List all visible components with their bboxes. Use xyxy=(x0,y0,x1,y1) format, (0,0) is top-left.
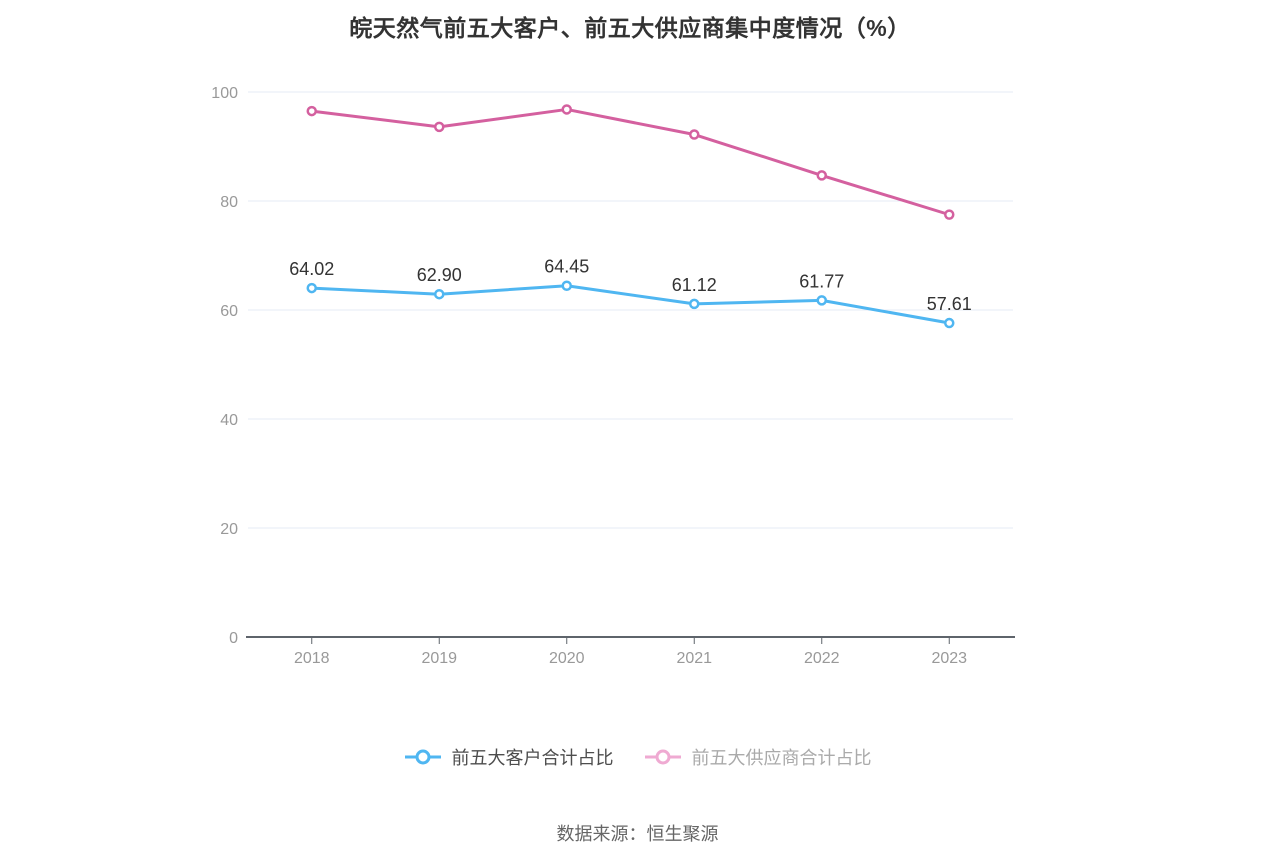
line-circle-icon xyxy=(644,749,681,765)
data-point-marker xyxy=(561,280,572,291)
data-point-marker xyxy=(561,104,572,115)
data-point-marker xyxy=(944,209,955,220)
y-axis-tick-label: 20 xyxy=(220,521,238,538)
data-point-marker xyxy=(944,317,955,329)
x-axis-tick-label: 2023 xyxy=(931,650,967,667)
data-point-marker xyxy=(306,105,317,117)
x-axis-tick-label: 2019 xyxy=(421,650,457,667)
legend-label-customers: 前五大客户合计占比 xyxy=(451,748,614,768)
y-axis-tick-label: 0 xyxy=(229,630,238,647)
data-point-label: 64.02 xyxy=(289,259,334,279)
data-point-marker xyxy=(816,295,827,306)
data-point-label: 64.45 xyxy=(544,257,589,277)
y-axis-tick-label: 40 xyxy=(220,412,238,429)
data-point-marker xyxy=(816,170,827,181)
data-point-marker xyxy=(434,288,445,300)
x-axis-tick-label: 2020 xyxy=(549,650,585,667)
data-point-marker xyxy=(689,129,700,140)
data-source-note: 数据来源：恒生聚源 xyxy=(556,824,719,844)
data-point-label: 61.12 xyxy=(672,275,717,295)
data-point-marker xyxy=(306,282,317,294)
line-circle-icon xyxy=(404,749,441,765)
data-point-marker xyxy=(689,298,700,310)
y-axis-tick-label: 60 xyxy=(220,303,238,320)
series-line xyxy=(310,107,951,217)
data-point-label: 62.90 xyxy=(417,265,462,285)
y-axis-tick-label: 100 xyxy=(211,85,238,102)
x-axis-tick-label: 2021 xyxy=(676,650,712,667)
data-point-marker xyxy=(434,121,445,133)
x-axis-tick-label: 2022 xyxy=(804,650,840,667)
series-line xyxy=(310,284,951,325)
x-axis-tick-label: 2018 xyxy=(294,650,330,667)
y-axis-tick-label: 80 xyxy=(220,194,238,211)
chart-legend: 前五大客户合计占比 前五大供应商合计占比 xyxy=(0,744,1275,770)
legend-item-customers[interactable]: 前五大客户合计占比 xyxy=(404,744,614,770)
chart-title: 皖天然气前五大客户、前五大供应商集中度情况（%） xyxy=(349,15,911,41)
legend-label-suppliers: 前五大供应商合计占比 xyxy=(691,748,872,768)
data-point-label: 57.61 xyxy=(927,294,972,314)
data-point-label: 61.77 xyxy=(799,271,844,291)
legend-item-suppliers[interactable]: 前五大供应商合计占比 xyxy=(644,744,872,770)
line-chart-canvas: 0 20 40 60 80 100 2018 2019 2020 2021 2022 2023 64.0… xyxy=(211,85,1015,667)
